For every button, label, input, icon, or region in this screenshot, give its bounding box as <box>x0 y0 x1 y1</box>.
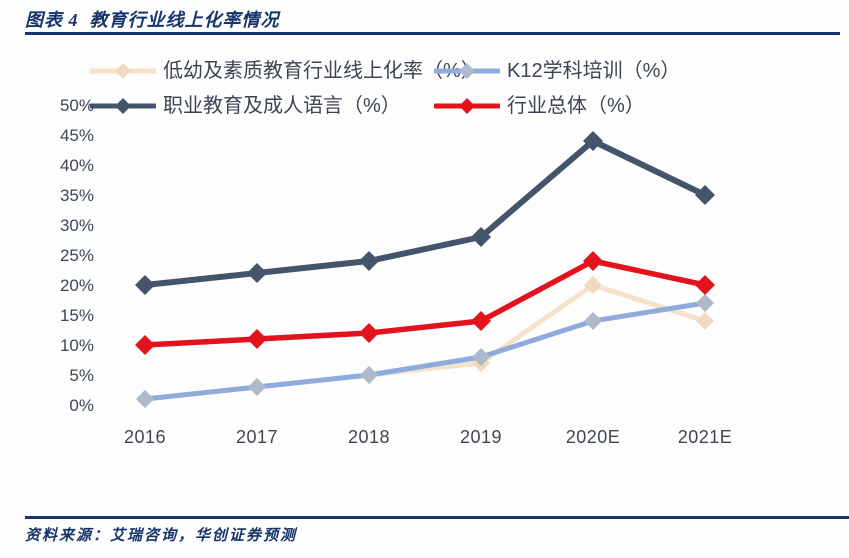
legend-label: 低幼及素质教育行业线上化率（%） <box>163 60 481 82</box>
x-axis-tick-label: 2017 <box>236 427 278 447</box>
series-line <box>142 300 708 402</box>
y-axis-tick-label: 25% <box>60 246 94 265</box>
y-axis-tick-label: 10% <box>60 336 94 355</box>
series-1 <box>136 294 714 408</box>
legend-item-2: 职业教育及成人语言（%） <box>90 93 401 119</box>
series-2 <box>135 131 715 295</box>
title-divider <box>25 32 840 35</box>
legend-item-1: K12学科培训（%） <box>434 58 680 84</box>
data-point-marker <box>359 251 379 271</box>
data-point-marker <box>135 335 155 355</box>
x-axis-tick-label: 2020E <box>566 427 621 447</box>
x-axis-tick-label: 2021E <box>678 427 733 447</box>
y-axis-tick-label: 45% <box>60 126 94 145</box>
x-axis-tick-label: 2018 <box>348 427 390 447</box>
data-point-marker <box>584 312 602 330</box>
data-point-marker <box>695 185 715 205</box>
data-point-marker <box>135 275 155 295</box>
legend-label: 行业总体（%） <box>507 95 645 117</box>
footer-divider <box>25 516 849 519</box>
legend-marker-icon <box>434 98 500 114</box>
x-axis-tick-label: 2019 <box>460 427 502 447</box>
series-line <box>142 138 708 288</box>
legend-item-0: 低幼及素质教育行业线上化率（%） <box>90 58 481 84</box>
x-axis-tick-label: 2016 <box>124 427 166 447</box>
data-point-marker <box>247 329 267 349</box>
data-point-marker <box>695 275 715 295</box>
chart-title: 图表 4 教育行业线上化率情况 <box>25 10 280 30</box>
legend-marker-icon <box>434 63 500 79</box>
legend-label: 职业教育及成人语言（%） <box>163 95 401 117</box>
legend-marker-icon <box>90 63 156 79</box>
y-axis-tick-label: 20% <box>60 276 94 295</box>
legend-marker-icon <box>90 98 156 114</box>
source-note: 资料来源：艾瑞咨询，华创证券预测 <box>25 528 298 544</box>
data-point-marker <box>584 276 602 294</box>
data-point-marker <box>583 251 603 271</box>
data-point-marker <box>359 323 379 343</box>
data-point-marker <box>360 366 378 384</box>
legend-label: K12学科培训（%） <box>507 60 681 82</box>
y-axis-tick-label: 30% <box>60 216 94 235</box>
data-point-marker <box>136 390 154 408</box>
data-point-marker <box>471 227 491 247</box>
data-point-marker <box>472 348 490 366</box>
data-point-marker <box>696 312 714 330</box>
y-axis-tick-label: 5% <box>69 366 94 385</box>
y-axis-tick-label: 50% <box>60 96 94 115</box>
data-point-marker <box>247 263 267 283</box>
y-axis-tick-label: 0% <box>69 396 94 415</box>
data-point-marker <box>248 378 266 396</box>
data-point-marker <box>471 311 491 331</box>
data-point-marker <box>696 294 714 312</box>
y-axis-tick-label: 40% <box>60 156 94 175</box>
series-3 <box>135 251 715 355</box>
legend-item-3: 行业总体（%） <box>434 93 645 119</box>
y-axis-tick-label: 15% <box>60 306 94 325</box>
y-axis-tick-label: 35% <box>60 186 94 205</box>
series-line <box>142 258 708 348</box>
data-point-marker <box>583 131 603 151</box>
